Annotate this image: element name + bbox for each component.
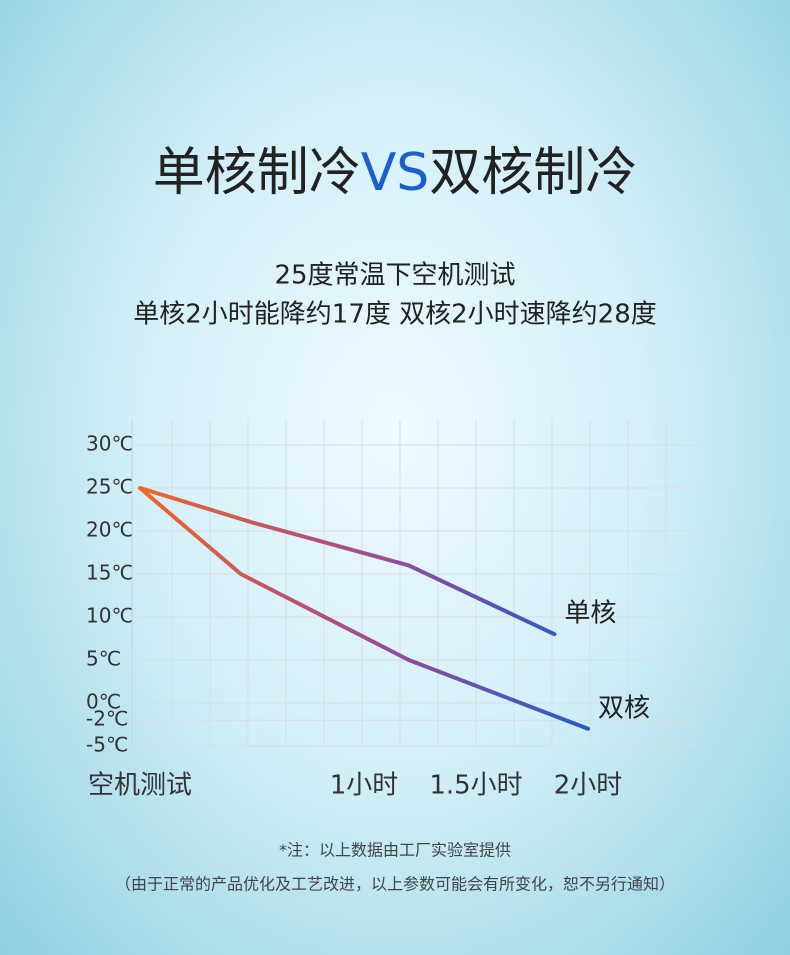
title-vs: VS (361, 143, 430, 203)
subtitle: 25度常温下空机测试 (274, 261, 515, 291)
y-tick-label: 10℃ (86, 604, 134, 628)
title-right: 双核制冷 (429, 143, 637, 203)
title-left: 单核制冷 (153, 143, 361, 203)
title: 单核制冷VS双核制冷 (153, 143, 638, 203)
y-tick-label: -5℃ (86, 733, 128, 757)
subtitle: 单核2小时能降约17度 双核2小时速降约28度 (133, 300, 657, 330)
y-tick-label: 30℃ (86, 432, 134, 456)
footnote: *注：以上数据由工厂实验室提供 (279, 841, 511, 860)
x-tick-label: 1.5小时 (429, 771, 522, 801)
series-label: 双核 (598, 693, 650, 723)
grid-decoration (171, 420, 667, 746)
x-tick-label: 空机测试 (88, 771, 192, 801)
x-tick-label: 2小时 (554, 771, 623, 801)
y-tick-label: 25℃ (86, 475, 134, 499)
y-tick-label: 15℃ (86, 561, 134, 585)
y-tick-label: 20℃ (86, 518, 134, 542)
disclaimer: （由于正常的产品优化及工艺改进，以上参数可能会有所变化，恕不另行通知） (115, 875, 675, 894)
series-line (138, 486, 557, 637)
series-label: 单核 (564, 599, 616, 629)
y-tick-label: 0℃ (86, 690, 121, 714)
series-line (138, 486, 590, 731)
y-tick-label: 5℃ (86, 647, 121, 671)
y-tick-label: -2℃ (86, 707, 128, 731)
x-tick-label: 1小时 (330, 771, 399, 801)
